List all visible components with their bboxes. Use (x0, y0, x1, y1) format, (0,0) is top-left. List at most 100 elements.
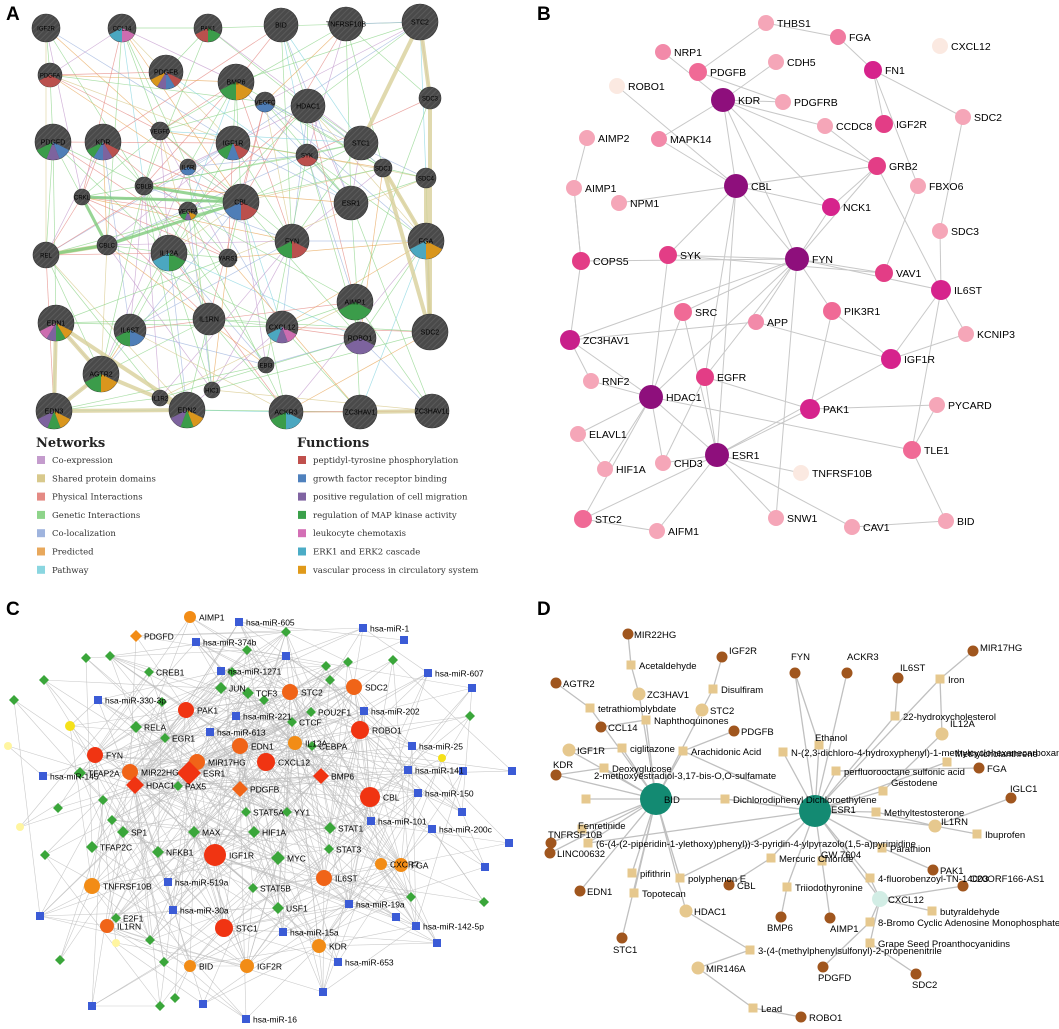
ppi-node-nck1 (822, 198, 840, 216)
regulatory-node-stat3 (324, 844, 334, 854)
network-edge (85, 657, 241, 790)
regulatory-node-tcf3 (242, 687, 254, 699)
network-edge (52, 141, 234, 144)
ppi-node-fyn (785, 247, 809, 271)
gene-label: SDC2 (421, 330, 440, 337)
node-label: NPM1 (630, 198, 659, 210)
regulatory-node-sp1 (117, 826, 129, 838)
gene-label: SDC3 (422, 97, 439, 103)
drug-network-node-dichlorodiphenyl-dichloroethylene (720, 794, 730, 804)
network-edge (320, 775, 417, 927)
node-label: THBS1 (777, 18, 811, 30)
network-edge (187, 210, 287, 413)
regulatory-node (459, 767, 467, 775)
network-edge (735, 165, 878, 187)
network-edge (796, 258, 942, 291)
network-edge (246, 857, 279, 967)
network-edge (235, 715, 331, 829)
network-edge (415, 770, 464, 927)
regulatory-node-stat5b (248, 883, 258, 893)
node-label: hsa-miR-202 (371, 707, 420, 717)
drug-network-node-ibuprofen (972, 829, 982, 839)
regulatory-node-hdac1 (126, 776, 144, 794)
network-edge (704, 376, 811, 410)
network-edge (638, 693, 657, 800)
network-edge (134, 784, 350, 905)
network-edge (263, 699, 325, 879)
legend-item: regulation of MAP kinase activity (313, 511, 457, 521)
node-label: SNW1 (787, 513, 817, 525)
network-edge (238, 621, 287, 633)
network-edge (167, 699, 265, 883)
node-label: IL1RN (117, 922, 141, 932)
node-label: IL6ST (954, 285, 983, 297)
legend-panel-a: Networks Functions Co-expression Shared pro… (36, 436, 478, 576)
network-edge (188, 659, 394, 774)
network-edge (109, 655, 222, 689)
network-edge (149, 745, 241, 941)
regulatory-node-hsa-mir-374b (192, 638, 200, 646)
regulatory-node-hsa-mir-16 (242, 1015, 250, 1023)
network-edge (549, 798, 657, 854)
drug-network-node-22-hydroxycholesterol (890, 711, 900, 721)
gene-node-syk (295, 143, 319, 167)
network-edge (223, 864, 402, 929)
network-edge (85, 657, 198, 763)
legend-item: Physical Interactions (52, 493, 143, 503)
network-edge (879, 898, 933, 912)
network-edge (164, 737, 216, 856)
network-edge (134, 729, 361, 786)
node-label: PDGFD (144, 632, 174, 642)
regulatory-node (438, 754, 446, 762)
node-label: E2F1 (123, 914, 144, 924)
gene-node-yars1 (218, 248, 238, 268)
network-edge (253, 827, 331, 833)
network-edge (69, 725, 296, 744)
network-edge (323, 820, 372, 879)
regulatory-node-il6st (316, 870, 332, 886)
network-edge (728, 857, 772, 886)
drug-network-node-fga (973, 762, 985, 774)
node-label: CCDC8 (836, 121, 872, 133)
regulatory-node-pax5 (173, 781, 183, 791)
network-edge (106, 925, 191, 967)
node-label: PAK1 (823, 404, 849, 416)
network-edge (187, 210, 213, 391)
node-label: Grape Seed Proanthocyanidins (878, 939, 1010, 950)
node-label: TNFRSF10B (548, 830, 602, 841)
drug-network-node-fenretinide (577, 824, 587, 834)
network-edge (246, 649, 296, 744)
network-edge (121, 27, 145, 187)
network-edge (102, 799, 225, 929)
network-edge (716, 185, 737, 456)
gene-label: EDN1 (47, 321, 66, 328)
drug-network-node-il12a (935, 727, 949, 741)
shared-domain-edge (359, 21, 422, 144)
drug-network-node-mir22hg (622, 628, 634, 640)
network-edge (81, 196, 189, 212)
network-edge (911, 289, 942, 451)
network-edge (662, 376, 706, 464)
network-edge (306, 23, 347, 156)
drug-network-node-8-bromo-cyclic-adenosine-monophosphate (865, 917, 875, 927)
network-edge (209, 731, 325, 879)
network-edge (682, 750, 816, 812)
node-label: POU2F1 (318, 708, 351, 718)
gene-node-vegfc (254, 91, 276, 113)
network-edge (755, 321, 892, 360)
legend-item: vascular process in circulatory system (312, 566, 478, 576)
network-edge (106, 925, 324, 993)
regulatory-node (170, 993, 180, 1003)
network-edge (143, 185, 161, 399)
network-edge (369, 672, 429, 798)
node-label: FYN (791, 652, 810, 663)
network-edge (704, 376, 718, 456)
network-edge (39, 799, 104, 917)
network-edge (223, 820, 372, 929)
network-edge (59, 885, 93, 961)
network-edge (568, 747, 623, 751)
network-edge (134, 784, 151, 941)
network-edge (111, 819, 330, 850)
node-label: hsa-miR-101 (378, 817, 427, 827)
network-edge (106, 925, 247, 1020)
